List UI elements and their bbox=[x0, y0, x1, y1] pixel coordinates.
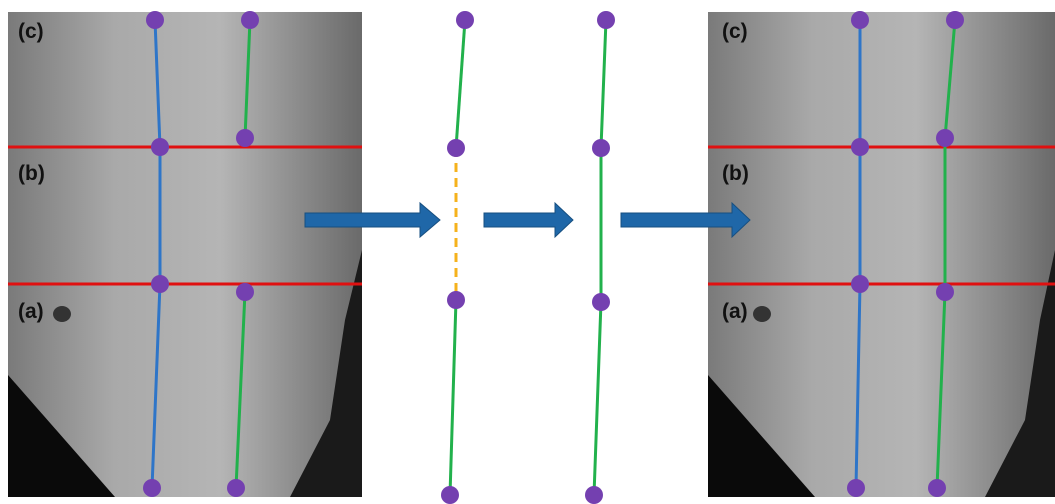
point bbox=[592, 293, 610, 311]
point bbox=[592, 139, 610, 157]
point bbox=[946, 11, 964, 29]
point bbox=[851, 11, 869, 29]
point bbox=[936, 283, 954, 301]
point bbox=[456, 11, 474, 29]
point bbox=[447, 139, 465, 157]
point bbox=[851, 275, 869, 293]
region-label: (b) bbox=[18, 162, 45, 185]
point bbox=[151, 275, 169, 293]
point bbox=[928, 479, 946, 497]
point bbox=[236, 129, 254, 147]
image-bg bbox=[8, 12, 362, 497]
point bbox=[597, 11, 615, 29]
point bbox=[151, 138, 169, 156]
region-label: (a) bbox=[722, 300, 748, 323]
region-label: (b) bbox=[722, 162, 749, 185]
lane-line bbox=[456, 20, 465, 148]
right-image bbox=[708, 12, 1055, 497]
region-label: (c) bbox=[18, 20, 44, 43]
image-bg bbox=[708, 12, 1055, 497]
region-label: (c) bbox=[722, 20, 748, 43]
point bbox=[236, 283, 254, 301]
point bbox=[441, 486, 459, 504]
left-image bbox=[8, 12, 362, 497]
point bbox=[143, 479, 161, 497]
point bbox=[936, 129, 954, 147]
point bbox=[847, 479, 865, 497]
lane-line bbox=[594, 20, 606, 495]
point bbox=[146, 11, 164, 29]
point bbox=[585, 486, 603, 504]
point bbox=[851, 138, 869, 156]
page: (c) (b) (a) (c) (b) (a) (() => { const d… bbox=[0, 0, 1055, 504]
point bbox=[227, 479, 245, 497]
lane-line bbox=[450, 300, 456, 495]
arrow bbox=[484, 203, 573, 237]
spot bbox=[53, 306, 71, 322]
region-label: (a) bbox=[18, 300, 44, 323]
figure: (c) (b) (a) (c) (b) (a) bbox=[0, 0, 1055, 504]
point bbox=[447, 291, 465, 309]
spot bbox=[753, 306, 771, 322]
point bbox=[241, 11, 259, 29]
